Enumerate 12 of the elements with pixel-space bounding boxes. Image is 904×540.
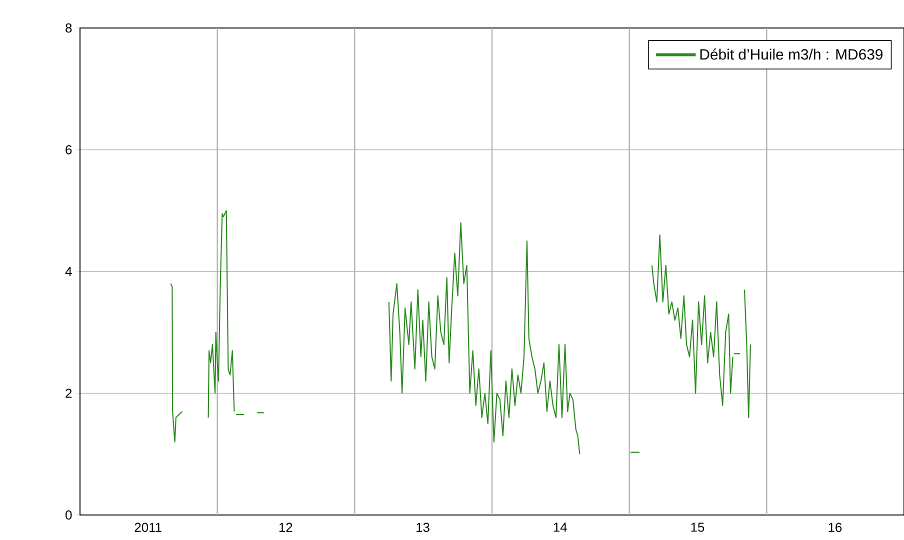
x-tick-label: 12 (279, 522, 292, 532)
legend-label: Débit d’Huile m3/h : MD639 (700, 48, 883, 60)
x-tick-label: 15 (691, 522, 704, 532)
y-tick-label: 0 (66, 510, 72, 520)
y-tick-label: 4 (65, 267, 72, 276)
y-tick-label: 6 (66, 145, 72, 154)
y-tick-label: 8 (66, 23, 72, 33)
x-tick-label: 2011 (134, 522, 162, 532)
x-tick-label: 16 (828, 522, 842, 532)
x-tick-label: 13 (416, 522, 430, 532)
y-tick-label: 2 (66, 388, 72, 398)
x-tick-label: 14 (554, 522, 567, 532)
